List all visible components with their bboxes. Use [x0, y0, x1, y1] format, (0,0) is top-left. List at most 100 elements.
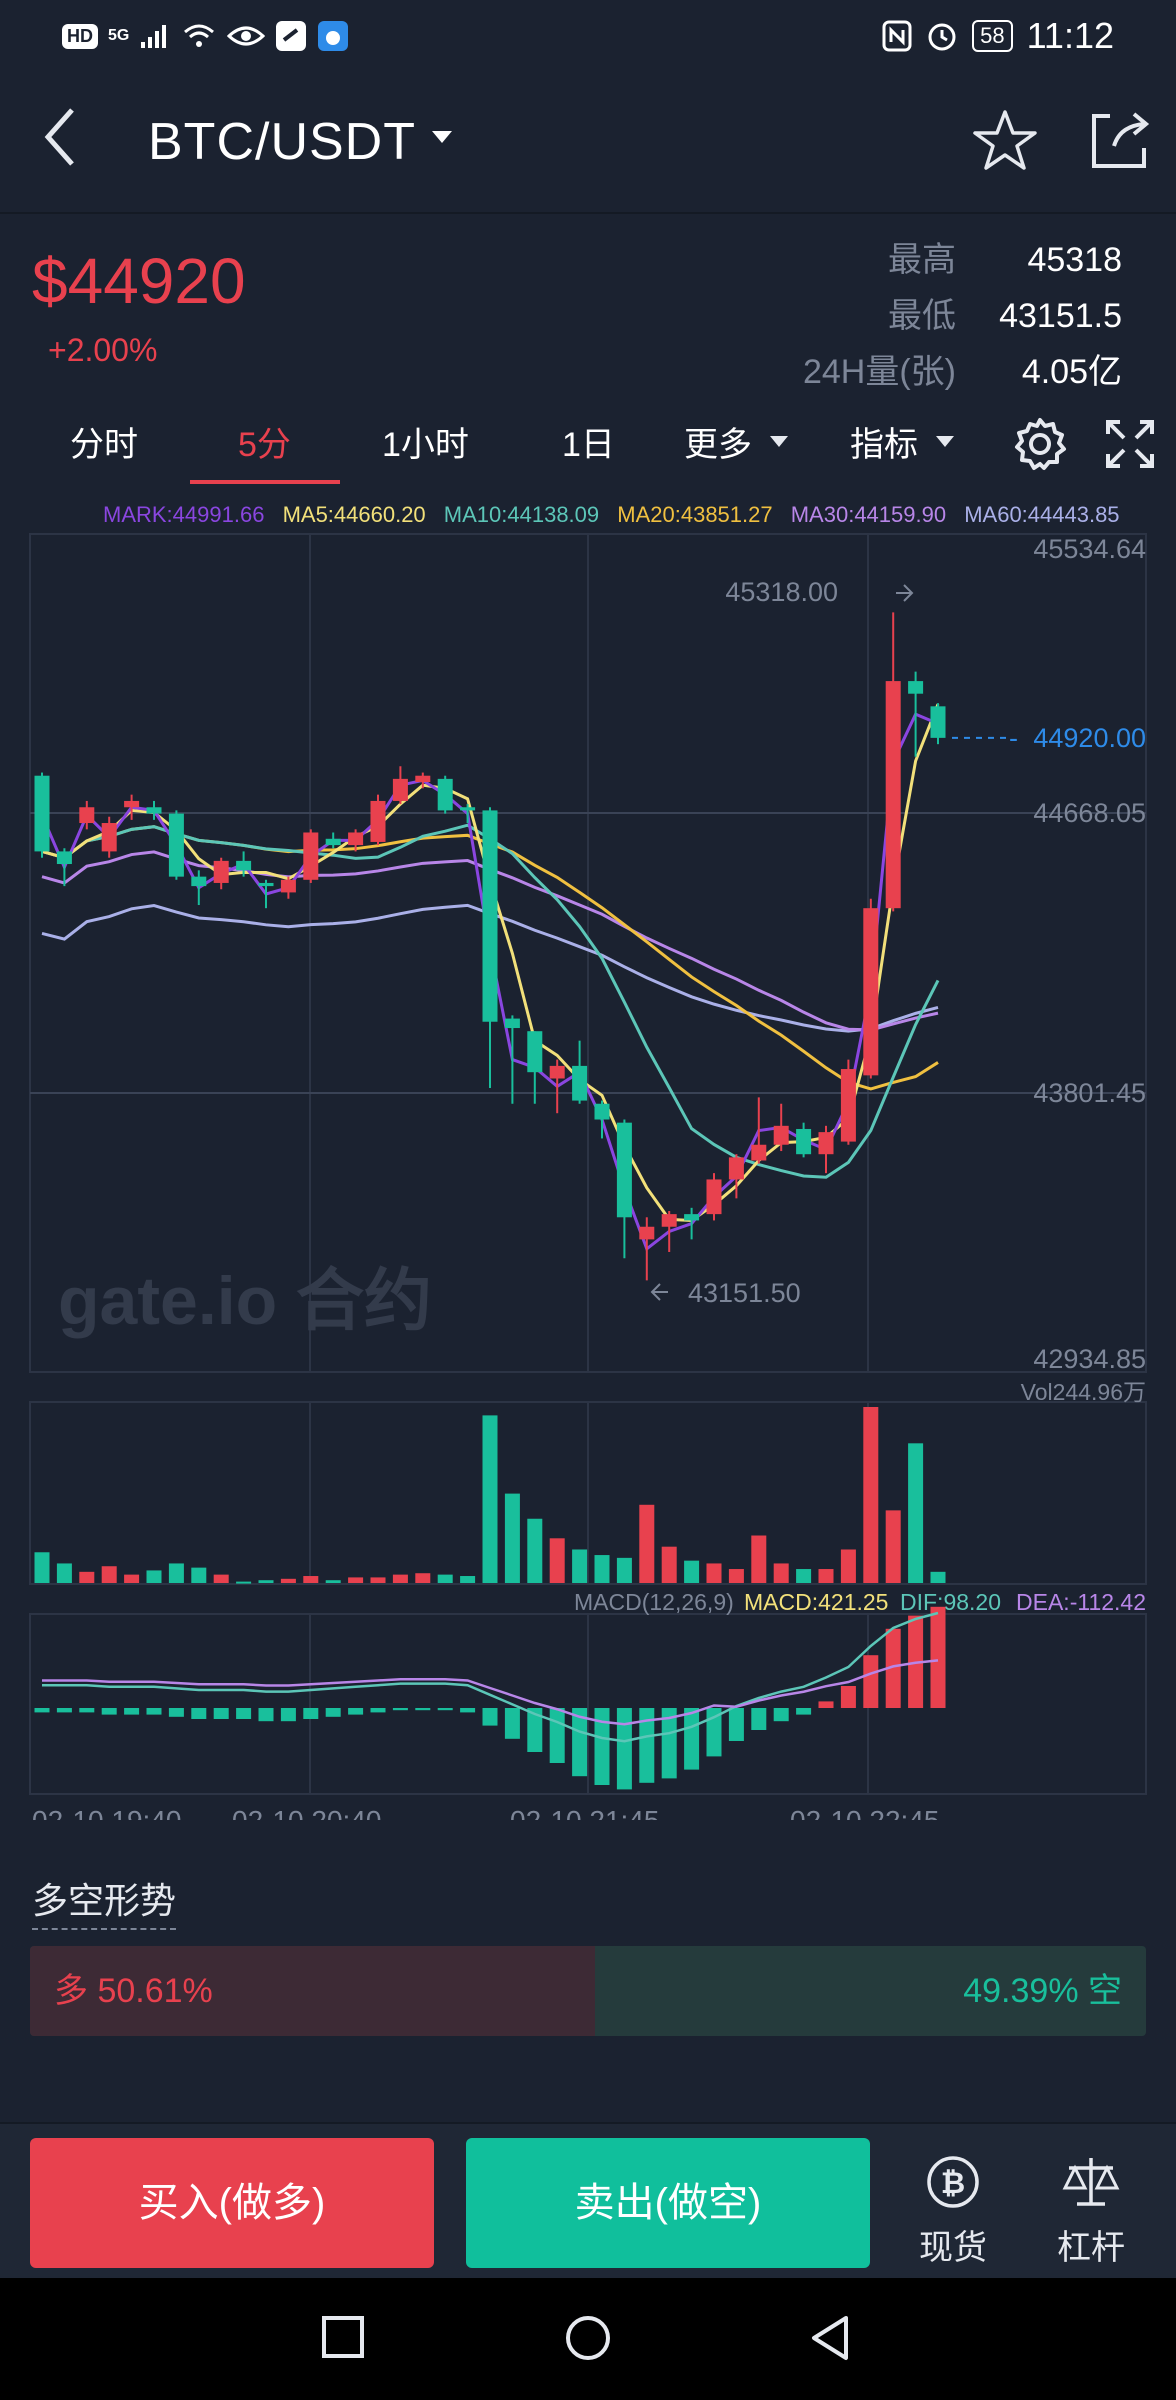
volume-bar: [303, 1576, 319, 1583]
pair-title: BTC/USDT: [148, 113, 416, 171]
volume-bar: [751, 1535, 767, 1583]
candle-body: [34, 775, 50, 852]
volume-bar: [930, 1571, 946, 1583]
volume-bar: [684, 1560, 700, 1583]
macd-bar: [460, 1708, 476, 1713]
tab-1d[interactable]: 1日: [562, 426, 615, 464]
status-left: HD 5G: [62, 20, 349, 52]
share-icon[interactable]: [1084, 106, 1154, 176]
scale-icon: [1062, 2158, 1120, 2206]
candle-body: [101, 823, 117, 852]
volume-bar: [325, 1580, 341, 1583]
time-axis-label: 02-10 22:45: [790, 1805, 939, 1820]
volume-bar: [818, 1569, 834, 1583]
macd-bar: [527, 1708, 543, 1752]
weather-icon: [318, 21, 349, 51]
tab-indicator-label: 指标: [850, 426, 918, 464]
tab-timeshare[interactable]: 分时: [70, 426, 138, 464]
time-axis-label: 02-10 20:40: [232, 1805, 381, 1820]
low-label: 最低: [888, 297, 956, 335]
gear-icon[interactable]: [1012, 416, 1068, 472]
low-row: 最低 43151.5: [803, 288, 1122, 344]
candle-body: [863, 908, 879, 1076]
candle-body: [168, 813, 184, 877]
volume-bar: [773, 1563, 789, 1583]
candle-body: [236, 860, 252, 871]
tab-more[interactable]: 更多: [684, 410, 788, 490]
candle-body: [616, 1122, 632, 1218]
candle-body: [79, 807, 95, 824]
macd-bar: [280, 1708, 296, 1722]
volume-label: 24H量(张): [802, 353, 956, 391]
macd-value: MACD:421.25: [744, 1589, 888, 1615]
status-bar: HD 5G 58 11:12: [0, 0, 1176, 72]
leverage-button[interactable]: 杠杆: [1036, 2152, 1146, 2269]
macd-bar: [661, 1708, 677, 1779]
sell-short-button[interactable]: 卖出(做空): [466, 2138, 870, 2268]
back-button[interactable]: [40, 102, 100, 182]
macd-bar: [796, 1708, 812, 1715]
buy-long-button[interactable]: 买入(做多): [30, 2138, 434, 2268]
tab-indicator[interactable]: 指标: [850, 410, 954, 490]
home-icon[interactable]: [564, 2314, 612, 2362]
pair-selector[interactable]: BTC/USDT: [148, 112, 452, 172]
macd-histogram: [34, 1606, 946, 1790]
candle-body: [661, 1214, 677, 1227]
max-arrow-icon: [896, 584, 914, 602]
nfc-icon: [882, 20, 912, 52]
high-row: 最高 45318: [803, 232, 1122, 288]
chart-watermark: gate.io 合约: [58, 1263, 432, 1339]
star-icon[interactable]: [970, 106, 1040, 176]
macd-bar: [482, 1708, 498, 1726]
tab-1h[interactable]: 1小时: [382, 426, 469, 464]
eye-icon: [227, 26, 266, 46]
candle-body: [504, 1018, 520, 1029]
short-percent: 49.39% 空: [963, 1972, 1122, 2010]
time-axis-label: 02-10 19:40: [32, 1805, 181, 1820]
volume-bar: [594, 1555, 610, 1583]
volume-bar: [34, 1552, 50, 1583]
caret-down-icon: [770, 435, 788, 447]
candle-body: [280, 879, 296, 893]
status-right: 58 11:12: [882, 15, 1114, 57]
back-nav-icon[interactable]: [808, 2314, 854, 2362]
candle-body: [572, 1065, 588, 1101]
action-bar: 买入(做多) 卖出(做空) ₿ 现货 杠杆: [0, 2122, 1176, 2278]
price-axis-label: 45534.64: [1033, 534, 1146, 564]
volume-bars: [34, 1407, 946, 1584]
volume-bar: [370, 1577, 386, 1583]
candle-body: [639, 1226, 655, 1240]
macd-bar: [124, 1708, 140, 1715]
sentiment-title[interactable]: 多空形势: [32, 1872, 177, 1930]
volume-label: Vol244.96万: [1021, 1379, 1146, 1405]
active-tab-indicator: [190, 480, 340, 484]
volume-bar: [392, 1574, 408, 1583]
macd-bar: [885, 1628, 901, 1708]
volume-value: 4.05亿: [1021, 353, 1122, 391]
wifi-icon: [184, 24, 215, 47]
macd-bar: [549, 1708, 565, 1763]
volume-bar: [236, 1581, 252, 1584]
macd-bar: [930, 1606, 946, 1708]
volume-bar: [124, 1574, 140, 1583]
kline-chart[interactable]: gate.io 合约 45534.64 44668.05 43801.45 42…: [0, 520, 1176, 1820]
macd-title: MACD(12,26,9): [574, 1589, 734, 1615]
candle-body: [348, 832, 364, 846]
candle-body: [773, 1125, 789, 1145]
signal-icon: [141, 25, 167, 48]
macd-bar: [236, 1708, 252, 1719]
spot-button[interactable]: ₿ 现货: [898, 2152, 1008, 2269]
low-value: 43151.5: [999, 297, 1122, 335]
candle-body: [191, 876, 207, 887]
fullscreen-icon[interactable]: [1104, 418, 1156, 470]
recent-apps-icon[interactable]: [320, 2314, 366, 2360]
macd-bar: [168, 1708, 184, 1717]
hd-indicator: HD: [62, 23, 98, 49]
macd-bar: [325, 1708, 341, 1717]
tab-5m[interactable]: 5分: [238, 426, 291, 464]
chevron-left-icon: [44, 108, 74, 166]
volume-bar: [549, 1538, 565, 1583]
candle-body: [527, 1031, 543, 1073]
volume-bar: [482, 1415, 498, 1583]
candles: [34, 612, 946, 1281]
